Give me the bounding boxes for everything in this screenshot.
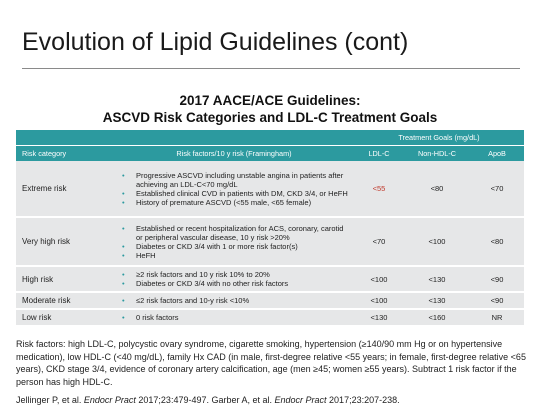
risk-category-cell: High risk [16, 266, 114, 293]
header-non-hdl-c: Non-HDL-C [404, 145, 470, 161]
table-title-line-2: ASCVD Risk Categories and LDL-C Treatmen… [102, 110, 438, 125]
non-hdl-c-cell: <160 [404, 309, 470, 327]
risk-goals-table: Treatment Goals (mg/dL) Risk category Ri… [16, 130, 525, 327]
header-empty-1 [16, 130, 114, 146]
ldl-c-cell: <100 [354, 292, 404, 310]
non-hdl-c-cell: <130 [404, 292, 470, 310]
table-row-very-high-risk: Very high risk Established or recent hos… [16, 217, 525, 267]
risk-factors-cell: Progressive ASCVD including unstable ang… [114, 161, 354, 218]
table-title-line-1: 2017 AACE/ACE Guidelines: [179, 93, 361, 108]
table-title: 2017 AACE/ACE Guidelines: ASCVD Risk Cat… [0, 92, 540, 126]
risk-category-cell: Low risk [16, 309, 114, 327]
citation-journal-a: Endocr Pract [83, 395, 136, 405]
header-empty-2 [114, 130, 354, 146]
risk-factor-item: Diabetes or CKD 3/4 with 1 or more risk … [120, 242, 348, 251]
ldl-c-cell: <130 [354, 309, 404, 327]
citation-details-b: 2017;23:207-238. [326, 395, 400, 405]
header-treatment-goals: Treatment Goals (mg/dL) [354, 130, 525, 146]
citation-details-a: 2017;23:479-497. Garber A, et al. [135, 395, 275, 405]
risk-factors-cell: ≥2 risk factors and 10 y risk 10% to 20%… [114, 266, 354, 293]
apob-cell: <90 [470, 266, 525, 293]
risk-factors-footnote: Risk factors: high LDL-C, polycystic ova… [16, 339, 526, 387]
header-ldl-c: LDL-C [354, 145, 404, 161]
risk-factors-cell: ≤2 risk factors and 10-y risk <10% [114, 292, 354, 310]
title-divider [22, 68, 520, 69]
risk-factor-item: 0 risk factors [120, 313, 348, 322]
table-row-moderate-risk: Moderate risk ≤2 risk factors and 10-y r… [16, 292, 525, 310]
non-hdl-c-cell: <130 [404, 266, 470, 293]
citation-journal-b: Endocr Pract [274, 395, 327, 405]
risk-factor-item: History of premature ASCVD (<55 male, <6… [120, 198, 348, 207]
risk-category-cell: Extreme risk [16, 161, 114, 218]
ldl-c-cell: <70 [354, 217, 404, 267]
header-risk-factors: Risk factors/10 y risk (Framingham) [114, 145, 354, 161]
header-apob: ApoB [470, 145, 525, 161]
non-hdl-c-cell: <100 [404, 217, 470, 267]
citation-authors-a: Jellinger P, et al. [16, 395, 84, 405]
apob-cell: <70 [470, 161, 525, 218]
apob-cell: <90 [470, 292, 525, 310]
apob-cell: <80 [470, 217, 525, 267]
header-risk-category: Risk category [16, 145, 114, 161]
risk-factor-item: ≤2 risk factors and 10-y risk <10% [120, 296, 348, 305]
risk-factor-item: HeFH [120, 251, 348, 260]
header-row-group: Treatment Goals (mg/dL) [16, 130, 525, 146]
risk-category-cell: Very high risk [16, 217, 114, 267]
citation-line: Jellinger P, et al. Endocr Pract 2017;23… [16, 394, 528, 407]
non-hdl-c-cell: <80 [404, 161, 470, 218]
risk-factors-cell: 0 risk factors [114, 309, 354, 327]
risk-factors-cell: Established or recent hospitalization fo… [114, 217, 354, 267]
table-row-extreme-risk: Extreme risk Progressive ASCVD including… [16, 161, 525, 218]
slide-title: Evolution of Lipid Guidelines (cont) [22, 28, 409, 56]
risk-factor-item: Established or recent hospitalization fo… [120, 224, 348, 242]
apob-cell: NR [470, 309, 525, 327]
table-row-low-risk: Low risk 0 risk factors <130 <160 NR [16, 309, 525, 327]
risk-factor-item: ≥2 risk factors and 10 y risk 10% to 20% [120, 270, 348, 279]
risk-factor-item: Established clinical CVD in patients wit… [120, 189, 348, 198]
table-row-high-risk: High risk ≥2 risk factors and 10 y risk … [16, 266, 525, 293]
ldl-c-cell: <100 [354, 266, 404, 293]
risk-factor-item: Diabetes or CKD 3/4 with no other risk f… [120, 279, 348, 288]
header-row: Risk category Risk factors/10 y risk (Fr… [16, 145, 525, 161]
risk-factor-item: Progressive ASCVD including unstable ang… [120, 171, 348, 189]
ldl-c-cell: <55 [354, 161, 404, 218]
risk-category-cell: Moderate risk [16, 292, 114, 310]
